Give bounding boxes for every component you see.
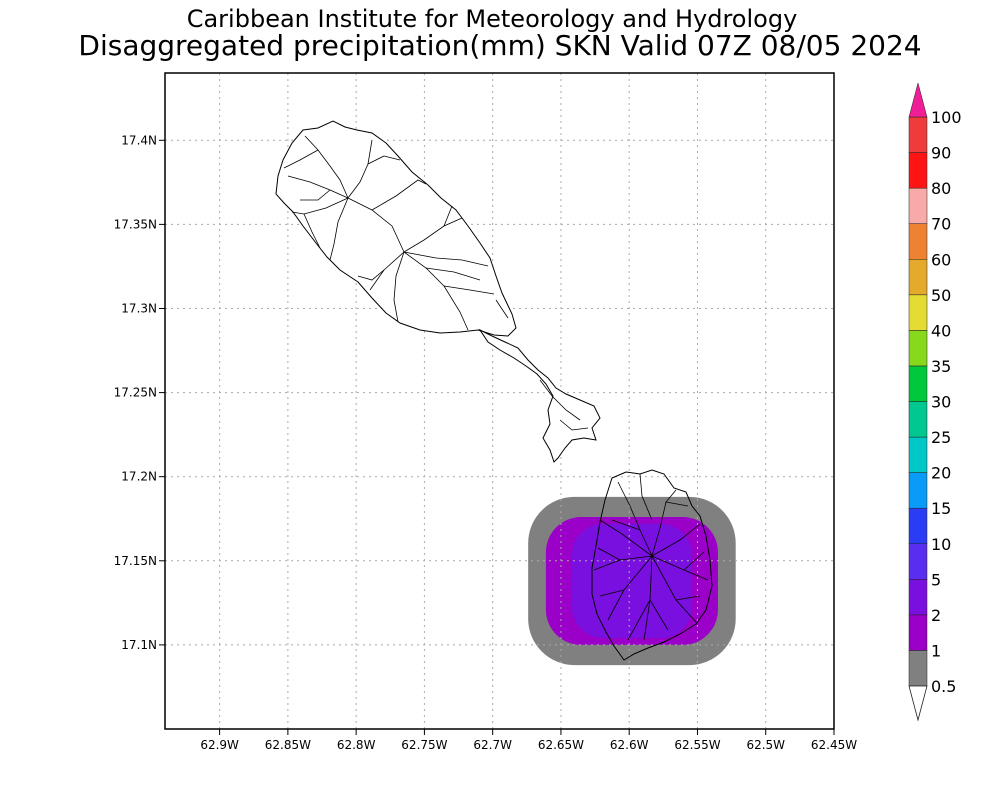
y-tick-label: 17.1N <box>121 638 157 652</box>
colorbar-label: 80 <box>931 179 951 198</box>
colorbar-label: 100 <box>931 108 962 127</box>
y-tick-label: 17.4N <box>121 133 157 147</box>
x-tick-label: 62.45W <box>811 738 857 752</box>
colorbar-label: 70 <box>931 215 951 234</box>
map-frame <box>164 72 835 730</box>
colorbar-swatch-60 <box>908 223 928 260</box>
island-st-kitts <box>275 120 601 463</box>
colorbar-label: 50 <box>931 286 951 305</box>
colorbar-label: 2 <box>931 606 941 625</box>
colorbar-label: 10 <box>931 535 951 554</box>
longitude-axis: 62.9W 62.85W 62.8W 62.75W 62.7W 62.65W 62.6W 62… <box>200 729 857 752</box>
island-nevis <box>591 469 713 661</box>
colorbar-swatch-0-5 <box>908 650 928 687</box>
colorbar-swatch-10 <box>908 507 928 544</box>
colorbar-label: 40 <box>931 321 951 340</box>
colorbar-swatch-40 <box>908 294 928 331</box>
colorbar-swatch-90 <box>908 116 928 153</box>
map-panel: 62.9W 62.85W 62.8W 62.75W 62.7W 62.65W 62.6W 62… <box>114 72 857 752</box>
y-tick-label: 17.2N <box>121 470 157 484</box>
y-tick-label: 17.15N <box>114 554 157 568</box>
colorbar-label: 30 <box>931 393 951 412</box>
x-tick-label: 62.8W <box>337 738 376 752</box>
colorbar-label: 1 <box>931 641 941 660</box>
colorbar-swatch-35 <box>908 330 928 367</box>
colorbar-swatch-2 <box>908 579 928 616</box>
colorbar-swatch-20 <box>908 436 928 473</box>
x-tick-label: 62.85W <box>265 738 311 752</box>
latitude-axis: 17.4N 17.35N 17.3N 17.25N 17.2N 17.15N 17.1N <box>114 133 165 652</box>
x-tick-label: 62.7W <box>473 738 512 752</box>
x-tick-label: 62.75W <box>401 738 447 752</box>
figure-subtitle: Disaggregated precipitation(mm) SKN Vali… <box>78 29 921 62</box>
y-tick-label: 17.3N <box>121 301 157 315</box>
colorbar-swatch-50 <box>908 259 928 296</box>
colorbar-label: 60 <box>931 250 951 269</box>
colorbar-label: 35 <box>931 357 951 376</box>
st-kitts-watershed-lines <box>283 135 589 431</box>
nevis-watershed-lines <box>593 473 709 641</box>
colorbar-bottom-arrow <box>908 685 928 722</box>
colorbar-swatch-15 <box>908 472 928 509</box>
nevis-coastline <box>591 469 713 661</box>
x-tick-label: 62.55W <box>674 738 720 752</box>
figure-title: Caribbean Institute for Meteorology and … <box>187 5 798 33</box>
colorbar-swatch-70 <box>908 187 928 224</box>
colorbar-swatch-5 <box>908 543 928 580</box>
colorbar-label: 20 <box>931 464 951 483</box>
colorbar-swatch-1 <box>908 614 928 651</box>
colorbar-label: 15 <box>931 499 951 518</box>
colorbar-swatch-80 <box>908 152 928 189</box>
colorbar-label: 90 <box>931 144 951 163</box>
y-tick-label: 17.25N <box>114 386 157 400</box>
colorbar-swatch-25 <box>908 401 928 438</box>
x-tick-label: 62.6W <box>610 738 649 752</box>
colorbar-swatch-30 <box>908 365 928 402</box>
colorbar-label: 25 <box>931 428 951 447</box>
x-tick-label: 62.5W <box>746 738 785 752</box>
y-tick-label: 17.35N <box>114 217 157 231</box>
colorbar-top-arrow <box>908 82 928 118</box>
x-tick-label: 62.65W <box>538 738 584 752</box>
colorbar-label: 5 <box>931 570 941 589</box>
colorbar-label: 0.5 <box>931 677 956 696</box>
st-kitts-peninsula <box>478 328 601 463</box>
x-tick-label: 62.9W <box>200 738 239 752</box>
